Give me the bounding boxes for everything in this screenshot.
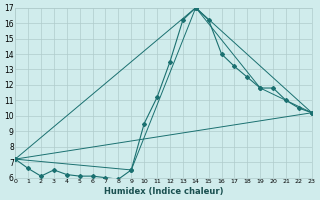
X-axis label: Humidex (Indice chaleur): Humidex (Indice chaleur): [104, 187, 223, 196]
